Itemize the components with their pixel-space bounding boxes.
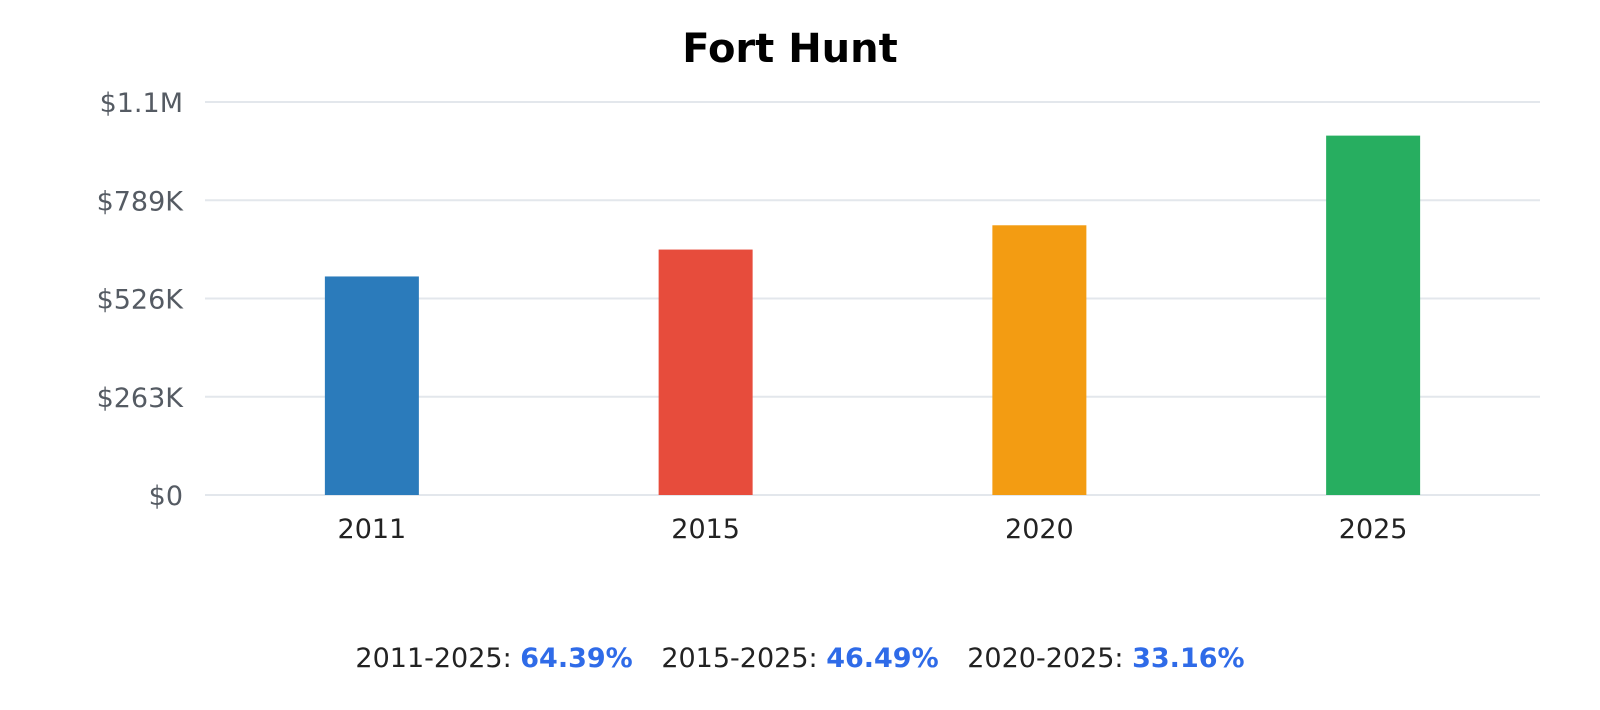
bar-2020[interactable]	[992, 225, 1087, 495]
growth-stat-2020: 2020-2025: 33.16%	[967, 643, 1244, 674]
bars	[324, 135, 1421, 495]
x-tick-label: 2015	[671, 514, 740, 545]
bar-2011[interactable]	[324, 276, 419, 495]
bar-chart: Fort Hunt $0$263K$526K$789K$1.1M 2011 201…	[97, 26, 1540, 545]
chart-title: Fort Hunt	[682, 26, 898, 72]
growth-range-label: 2011-2025:	[355, 643, 512, 674]
growth-range-label: 2020-2025:	[967, 643, 1124, 674]
y-tick-label: $526K	[97, 285, 185, 316]
growth-stat-2011: 2011-2025: 64.39%	[355, 643, 641, 674]
grid-lines	[205, 101, 1540, 496]
y-tick-label: $1.1M	[100, 88, 183, 119]
y-tick-label: $789K	[97, 186, 185, 217]
growth-value: 64.39%	[520, 643, 633, 674]
y-tick-label: $263K	[97, 383, 185, 414]
y-axis: $0 $263K $526K $789K $1.1M	[97, 88, 185, 512]
growth-value: 33.16%	[1132, 643, 1245, 674]
x-tick-label: 2011	[338, 514, 407, 545]
growth-range-label: 2015-2025:	[661, 643, 818, 674]
growth-stat-2015: 2015-2025: 46.49%	[661, 643, 947, 674]
x-axis: 2011 2015 2020 2025	[338, 514, 1408, 545]
growth-value: 46.49%	[826, 643, 939, 674]
growth-summary: 2011-2025: 64.39% 2015-2025: 46.49% 2020…	[0, 643, 1600, 674]
bar-2025[interactable]	[1326, 135, 1421, 495]
x-tick-label: 2020	[1005, 514, 1074, 545]
y-tick-label: $0	[149, 481, 183, 512]
x-tick-label: 2025	[1339, 514, 1408, 545]
bar-2015[interactable]	[658, 249, 753, 495]
